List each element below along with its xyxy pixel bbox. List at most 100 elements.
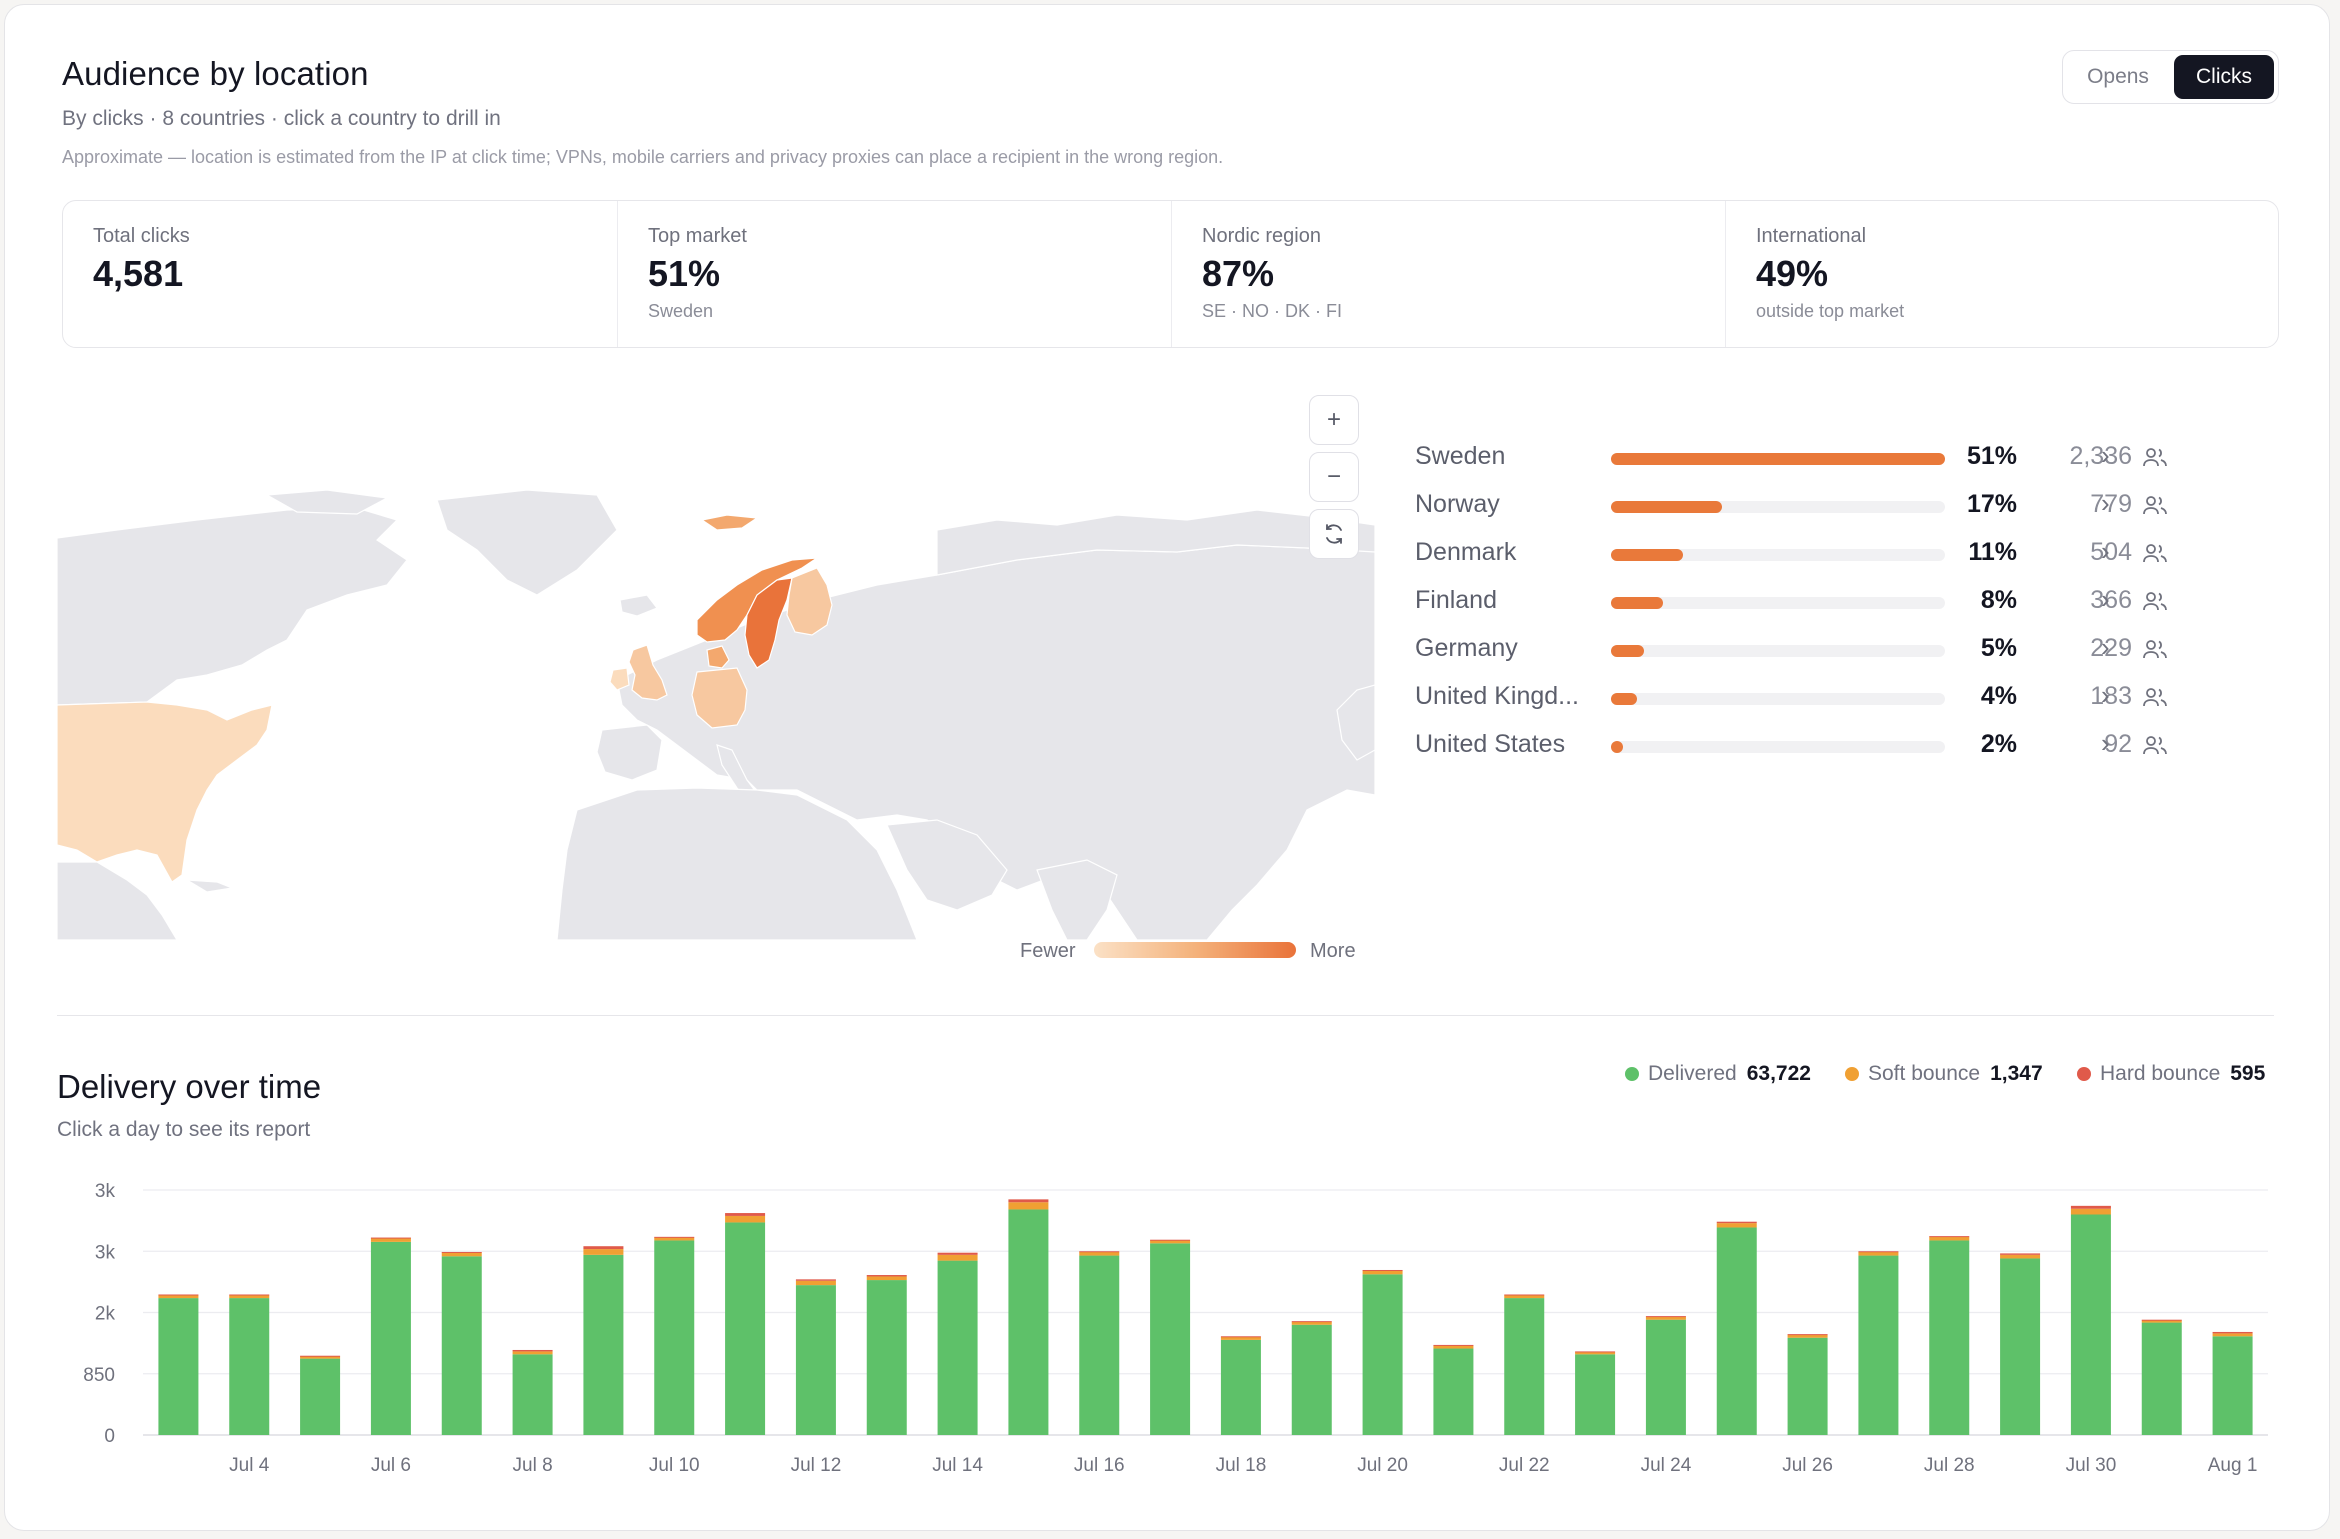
- bar-segment-soft-bounce[interactable]: [725, 1215, 766, 1223]
- bar-segment-hard-bounce[interactable]: [1504, 1294, 1545, 1296]
- bar-segment-hard-bounce[interactable]: [1008, 1199, 1049, 1203]
- bar-segment-delivered[interactable]: [2141, 1322, 2182, 1435]
- bar-segment-soft-bounce[interactable]: [1929, 1236, 1970, 1241]
- day-bar[interactable]: [1929, 1236, 1970, 1435]
- bar-segment-hard-bounce[interactable]: [512, 1349, 553, 1352]
- day-bar[interactable]: [1858, 1251, 1899, 1435]
- bar-segment-soft-bounce[interactable]: [866, 1276, 907, 1281]
- bar-segment-soft-bounce[interactable]: [370, 1238, 411, 1242]
- day-bar[interactable]: [2141, 1319, 2182, 1435]
- day-bar[interactable]: [158, 1294, 199, 1435]
- people-icon[interactable]: [2142, 686, 2168, 708]
- reset-map-button[interactable]: [1309, 509, 1359, 559]
- chevron-right-icon[interactable]: ›: [2101, 728, 2110, 758]
- bar-segment-hard-bounce[interactable]: [1645, 1316, 1686, 1318]
- bar-segment-delivered[interactable]: [1716, 1227, 1757, 1435]
- bar-segment-hard-bounce[interactable]: [2212, 1331, 2253, 1334]
- bar-segment-soft-bounce[interactable]: [1716, 1223, 1757, 1228]
- bar-segment-hard-bounce[interactable]: [1079, 1251, 1120, 1253]
- bar-segment-hard-bounce[interactable]: [441, 1251, 482, 1253]
- bar-segment-hard-bounce[interactable]: [1150, 1239, 1191, 1241]
- bar-segment-hard-bounce[interactable]: [1716, 1221, 1757, 1224]
- bar-segment-soft-bounce[interactable]: [1504, 1295, 1545, 1299]
- bar-segment-delivered[interactable]: [229, 1298, 270, 1435]
- bar-segment-hard-bounce[interactable]: [1858, 1251, 1899, 1253]
- country-row[interactable]: United States 2% 92 ›: [1415, 720, 2275, 768]
- day-bar[interactable]: [1504, 1294, 1545, 1435]
- bar-segment-delivered[interactable]: [795, 1285, 836, 1435]
- bar-segment-soft-bounce[interactable]: [300, 1356, 341, 1359]
- bar-segment-delivered[interactable]: [2070, 1214, 2111, 1436]
- bar-segment-hard-bounce[interactable]: [1362, 1269, 1403, 1271]
- bar-segment-delivered[interactable]: [1504, 1298, 1545, 1435]
- bar-segment-soft-bounce[interactable]: [937, 1254, 978, 1261]
- day-bar[interactable]: [1150, 1239, 1191, 1435]
- day-bar[interactable]: [654, 1236, 695, 1435]
- bar-segment-delivered[interactable]: [725, 1222, 766, 1435]
- day-bar[interactable]: [512, 1349, 553, 1435]
- bar-segment-hard-bounce[interactable]: [2000, 1253, 2041, 1255]
- bar-segment-hard-bounce[interactable]: [795, 1279, 836, 1281]
- bar-segment-hard-bounce[interactable]: [1291, 1321, 1332, 1323]
- chevron-right-icon[interactable]: ›: [2101, 632, 2110, 662]
- country-row[interactable]: Sweden 51% 2,336 ›: [1415, 432, 2275, 480]
- day-bar[interactable]: [2212, 1331, 2253, 1435]
- bar-segment-delivered[interactable]: [937, 1260, 978, 1435]
- bar-segment-delivered[interactable]: [1433, 1348, 1474, 1435]
- day-bar[interactable]: [1645, 1316, 1686, 1435]
- country-row[interactable]: United Kingd... 4% 183 ›: [1415, 672, 2275, 720]
- day-bar[interactable]: [795, 1279, 836, 1435]
- bar-segment-delivered[interactable]: [1079, 1255, 1120, 1435]
- day-bar[interactable]: [1291, 1321, 1332, 1435]
- people-icon[interactable]: [2142, 494, 2168, 516]
- bar-segment-soft-bounce[interactable]: [158, 1295, 199, 1299]
- bar-segment-soft-bounce[interactable]: [1291, 1321, 1332, 1325]
- bar-segment-soft-bounce[interactable]: [2070, 1208, 2111, 1215]
- bar-segment-soft-bounce[interactable]: [1079, 1251, 1120, 1256]
- bar-segment-soft-bounce[interactable]: [2000, 1254, 2041, 1259]
- bar-segment-hard-bounce[interactable]: [725, 1213, 766, 1216]
- bar-segment-hard-bounce[interactable]: [300, 1355, 341, 1357]
- bar-segment-hard-bounce[interactable]: [1787, 1334, 1828, 1336]
- people-icon[interactable]: [2142, 542, 2168, 564]
- bar-segment-soft-bounce[interactable]: [795, 1280, 836, 1286]
- day-bar[interactable]: [2000, 1253, 2041, 1435]
- bar-segment-soft-bounce[interactable]: [1433, 1345, 1474, 1349]
- day-bar[interactable]: [441, 1251, 482, 1435]
- bar-segment-soft-bounce[interactable]: [512, 1351, 553, 1355]
- bar-segment-delivered[interactable]: [300, 1358, 341, 1435]
- day-bar[interactable]: [300, 1355, 341, 1435]
- day-bar[interactable]: [229, 1294, 270, 1435]
- zoom-in-button[interactable]: +: [1309, 395, 1359, 445]
- chevron-right-icon[interactable]: ›: [2101, 680, 2110, 710]
- bar-segment-delivered[interactable]: [583, 1254, 624, 1435]
- bar-segment-delivered[interactable]: [2212, 1336, 2253, 1435]
- bar-segment-delivered[interactable]: [1575, 1354, 1616, 1435]
- bar-segment-hard-bounce[interactable]: [2141, 1319, 2182, 1321]
- chevron-right-icon[interactable]: ›: [2101, 584, 2110, 614]
- zoom-out-button[interactable]: −: [1309, 452, 1359, 502]
- day-bar[interactable]: [1716, 1221, 1757, 1435]
- bar-segment-hard-bounce[interactable]: [866, 1275, 907, 1277]
- day-bar[interactable]: [1008, 1199, 1049, 1435]
- day-bar[interactable]: [937, 1252, 978, 1435]
- people-icon[interactable]: [2142, 446, 2168, 468]
- bar-segment-soft-bounce[interactable]: [2212, 1333, 2253, 1337]
- bar-segment-hard-bounce[interactable]: [1929, 1236, 1970, 1238]
- bar-segment-delivered[interactable]: [512, 1354, 553, 1435]
- toggle-opens[interactable]: Opens: [2087, 65, 2149, 88]
- bar-segment-delivered[interactable]: [1858, 1255, 1899, 1435]
- bar-segment-delivered[interactable]: [1362, 1274, 1403, 1435]
- bar-segment-hard-bounce[interactable]: [2070, 1205, 2111, 1209]
- day-bar[interactable]: [2070, 1205, 2111, 1436]
- bar-segment-soft-bounce[interactable]: [1575, 1352, 1616, 1355]
- world-map[interactable]: [57, 490, 1375, 940]
- day-bar[interactable]: [370, 1237, 411, 1435]
- chevron-right-icon[interactable]: ›: [2101, 536, 2110, 566]
- bar-segment-delivered[interactable]: [654, 1240, 695, 1435]
- bar-segment-delivered[interactable]: [1929, 1240, 1970, 1435]
- day-bar[interactable]: [1575, 1351, 1616, 1435]
- bar-segment-hard-bounce[interactable]: [1575, 1351, 1616, 1353]
- bar-segment-soft-bounce[interactable]: [1220, 1337, 1261, 1340]
- bar-segment-delivered[interactable]: [158, 1298, 199, 1435]
